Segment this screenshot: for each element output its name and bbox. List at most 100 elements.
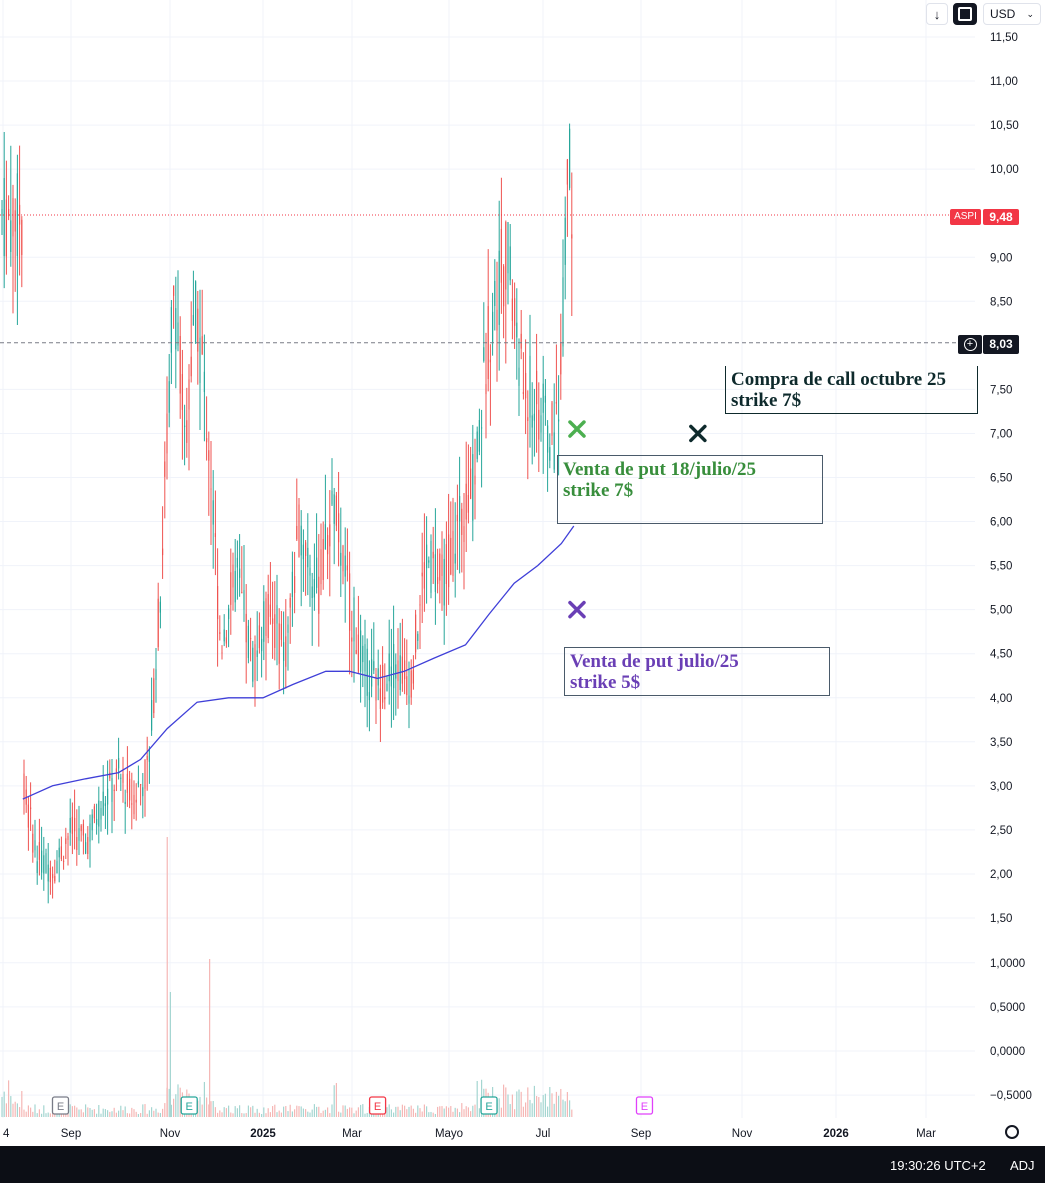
fullscreen-button[interactable] (953, 3, 977, 25)
price-axis-label: 5,50 (990, 561, 1012, 573)
svg-text:E: E (374, 1101, 381, 1113)
volume-bar (41, 1113, 43, 1117)
annotation-put-18-july[interactable]: Venta de put 18/julio/25 strike 7$ (557, 455, 823, 524)
candle-body (520, 333, 522, 349)
candle-body (492, 311, 494, 343)
volume-bar (393, 1112, 395, 1117)
volume-bar (450, 1106, 452, 1117)
candle-body (67, 836, 69, 840)
candle-body (168, 381, 170, 413)
candle-body (412, 669, 414, 684)
volume-bar (272, 1106, 274, 1117)
volume-bar (148, 1110, 150, 1117)
currency-select[interactable]: USD ⌄ (983, 3, 1041, 25)
volume-bar (219, 1110, 221, 1117)
candle-body (542, 383, 544, 413)
candle-body (404, 660, 406, 680)
volume-bar (267, 1108, 269, 1117)
candle-body (390, 666, 392, 687)
candle-body (214, 533, 216, 537)
candle-body (102, 791, 104, 816)
candle-body (525, 372, 527, 399)
earnings-marker[interactable]: E (635, 1096, 654, 1115)
price-axis-label: 3,50 (990, 737, 1012, 749)
volume-bar (569, 1100, 571, 1117)
volume-bar (461, 1103, 463, 1117)
candle-body (38, 842, 40, 860)
candle-body (122, 774, 124, 783)
clock-text[interactable]: 19:30:26 UTC+2 (890, 1158, 986, 1173)
time-axis-label: Mar (342, 1128, 362, 1140)
earnings-marker[interactable]: E (180, 1096, 198, 1115)
volume-bar (252, 1105, 254, 1117)
candle-body (379, 688, 381, 709)
volume-bar (21, 1091, 23, 1117)
volume-bar (353, 1113, 355, 1117)
currency-label: USD (990, 7, 1016, 21)
candle-body (228, 608, 230, 620)
volume-bar (533, 1085, 535, 1117)
volume-bar (38, 1109, 40, 1117)
candle-body (10, 220, 12, 252)
volume-bar (465, 1106, 467, 1117)
volume-bar (120, 1105, 122, 1117)
volume-bar (142, 1104, 144, 1117)
x-marker (568, 600, 586, 619)
candle-body (408, 695, 410, 704)
candle-body (56, 861, 58, 874)
candle-body (263, 601, 265, 642)
candle-body (155, 669, 157, 680)
candle-body (327, 535, 329, 555)
candle-body (357, 634, 359, 672)
volume-bar (209, 959, 211, 1117)
candle-body (415, 614, 417, 653)
candle-body (423, 562, 425, 589)
volume-bar (562, 1099, 564, 1117)
candle-body (437, 577, 439, 584)
volume-bar (30, 1107, 32, 1117)
volume-bar (32, 1111, 34, 1117)
candle-body (397, 660, 399, 682)
candle-body (533, 413, 535, 421)
volume-bar (45, 1113, 47, 1117)
volume-bar (470, 1111, 472, 1117)
candle-body (500, 228, 502, 283)
candle-body (313, 579, 315, 598)
volume-bar (514, 1109, 516, 1117)
volume-bar (243, 1113, 245, 1117)
candle-body (428, 560, 430, 563)
time-axis-label: 2026 (823, 1128, 849, 1140)
volume-bar (250, 1107, 252, 1117)
candle-body (208, 450, 210, 461)
earnings-marker[interactable]: E (480, 1096, 498, 1115)
earnings-marker[interactable]: E (51, 1096, 70, 1115)
earnings-marker[interactable]: E (368, 1096, 387, 1115)
candle-body (195, 281, 197, 343)
price-axis-label: 6,00 (990, 517, 1012, 529)
price-axis-label: 11,00 (990, 76, 1018, 88)
add-alert-button[interactable]: + (958, 335, 982, 354)
candle-body (157, 598, 159, 648)
volume-bar (16, 1103, 18, 1117)
candle-body (507, 222, 509, 274)
candle-body (129, 778, 131, 801)
volume-bar (294, 1109, 296, 1117)
volume-bar (5, 1103, 7, 1117)
candle-body (107, 788, 109, 805)
candle-body (333, 494, 335, 524)
arrow-down-icon: ↓ (933, 6, 941, 22)
annotation-put-july[interactable]: Venta de put julio/25 strike 5$ (564, 647, 830, 696)
adj-toggle[interactable]: ADJ (1010, 1158, 1035, 1173)
candle-body (465, 483, 467, 520)
price-chart[interactable]: 11,50 11,00 10,50 10,00 9,00 8,50 7,50 7,00 6,50… (0, 0, 1045, 1146)
chart-settings-button[interactable] (1004, 1124, 1020, 1140)
annotation-call-october[interactable]: Compra de call octubre 25 strike 7$ (725, 366, 978, 414)
candle-body (353, 597, 355, 642)
candle-body (181, 374, 183, 410)
arrow-down-button[interactable]: ↓ (926, 3, 948, 25)
volume-bar (276, 1112, 278, 1117)
candle-body (496, 309, 498, 331)
candle-body (344, 555, 346, 577)
annotation-line1: Venta de put 18/julio/25 (563, 459, 757, 480)
volume-bar (428, 1112, 430, 1117)
